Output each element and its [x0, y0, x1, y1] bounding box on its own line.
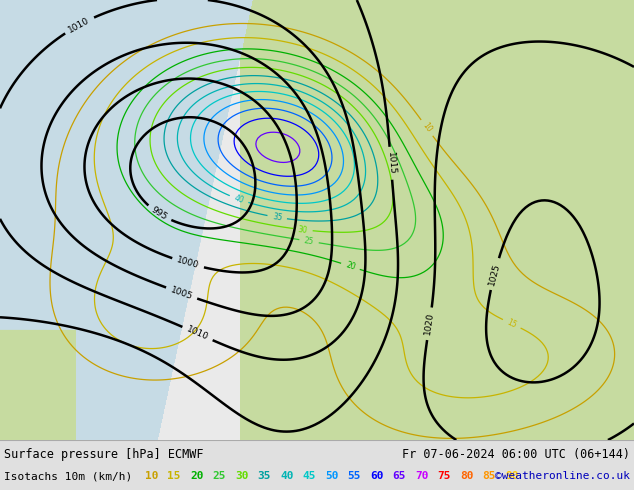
- Text: 15: 15: [505, 318, 518, 330]
- Text: 65: 65: [392, 471, 406, 481]
- Text: 1000: 1000: [176, 256, 200, 270]
- Text: 25: 25: [304, 236, 314, 246]
- Text: ©weatheronline.co.uk: ©weatheronline.co.uk: [495, 471, 630, 481]
- Text: 90: 90: [505, 471, 519, 481]
- Text: 35: 35: [257, 471, 271, 481]
- Text: 10: 10: [145, 471, 158, 481]
- Text: 40: 40: [233, 194, 245, 205]
- Text: 80: 80: [460, 471, 474, 481]
- Text: Isotachs 10m (km/h): Isotachs 10m (km/h): [4, 471, 133, 481]
- Text: 1010: 1010: [185, 325, 210, 343]
- Text: 10: 10: [420, 122, 434, 134]
- Text: 55: 55: [347, 471, 361, 481]
- Text: 25: 25: [212, 471, 226, 481]
- Text: 40: 40: [280, 471, 294, 481]
- Text: 20: 20: [344, 261, 356, 272]
- Text: 1010: 1010: [67, 15, 91, 34]
- Text: 85: 85: [482, 471, 496, 481]
- Text: 50: 50: [325, 471, 339, 481]
- Text: 30: 30: [297, 225, 308, 235]
- Text: 60: 60: [370, 471, 384, 481]
- Text: 15: 15: [167, 471, 181, 481]
- Text: Fr 07-06-2024 06:00 UTC (06+144): Fr 07-06-2024 06:00 UTC (06+144): [402, 447, 630, 461]
- Text: 75: 75: [437, 471, 451, 481]
- Text: 1025: 1025: [488, 262, 501, 286]
- Text: 995: 995: [150, 205, 169, 222]
- Text: 1020: 1020: [424, 312, 436, 336]
- Text: 20: 20: [190, 471, 204, 481]
- Text: Surface pressure [hPa] ECMWF: Surface pressure [hPa] ECMWF: [4, 447, 204, 461]
- Text: 70: 70: [415, 471, 429, 481]
- Text: 45: 45: [302, 471, 316, 481]
- Text: 30: 30: [235, 471, 249, 481]
- Text: 35: 35: [271, 212, 283, 222]
- Text: 1015: 1015: [385, 151, 396, 175]
- Text: 1005: 1005: [169, 285, 194, 301]
